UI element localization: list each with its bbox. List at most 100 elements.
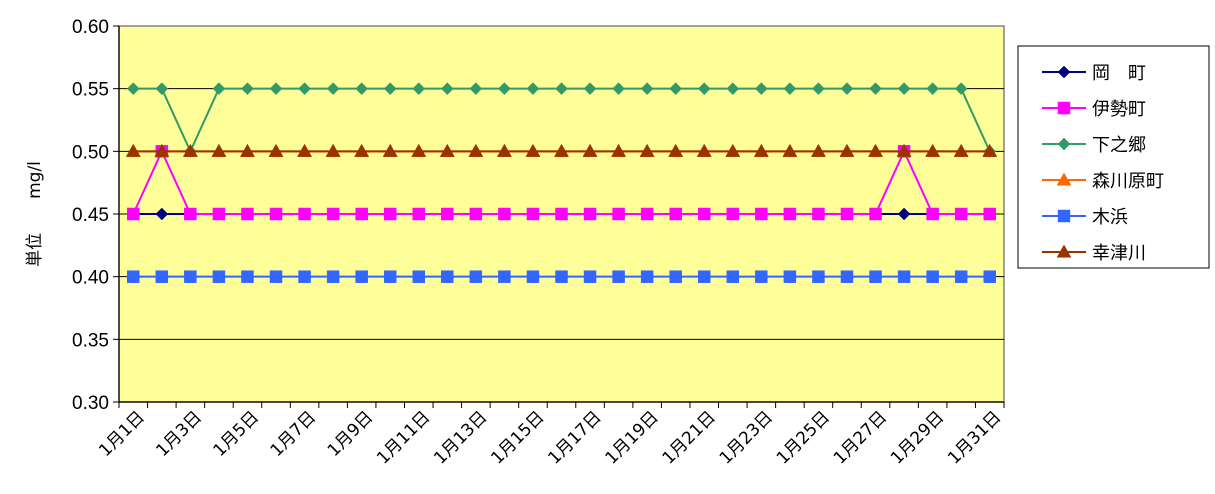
data-point [382, 143, 398, 157]
data-point [469, 207, 483, 221]
data-point [669, 270, 682, 283]
data-point [526, 82, 540, 96]
data-point [982, 143, 998, 157]
legend-box [1017, 45, 1210, 269]
data-point [583, 207, 597, 221]
data-point [812, 207, 825, 221]
data-point [639, 143, 655, 157]
data-point [555, 82, 568, 96]
data-point [697, 270, 711, 283]
y-tick-label: 0.50 [72, 142, 109, 163]
data-point [211, 143, 227, 157]
y-tick-label: 0.40 [72, 268, 109, 289]
data-point [953, 143, 969, 157]
data-point [355, 207, 368, 221]
data-point [869, 207, 882, 221]
y-tick-label: 0.55 [72, 80, 109, 101]
data-point [868, 143, 883, 157]
y-axis: 0.30 0.35 0.40 0.45 0.50 0.55 0.60 [72, 17, 120, 414]
data-point [412, 207, 426, 221]
data-point [926, 207, 939, 221]
data-point [441, 270, 454, 283]
data-point [441, 207, 454, 221]
data-point [241, 82, 254, 96]
data-point [811, 143, 826, 157]
data-point [669, 82, 683, 96]
legend-marker [1057, 137, 1071, 151]
legend-item: 木浜 [1042, 207, 1128, 228]
data-point [782, 143, 798, 157]
data-point [526, 207, 540, 221]
data-point [298, 207, 311, 221]
data-point [954, 270, 968, 283]
x-tick-label: 1月7日 [267, 407, 320, 460]
x-tick-label: 1月3日 [152, 407, 205, 460]
y-tick-label: 0.35 [72, 330, 109, 351]
data-point [812, 82, 825, 96]
data-point [184, 270, 197, 283]
data-point [127, 207, 140, 221]
data-point [268, 143, 284, 157]
data-point [555, 207, 568, 221]
series-2 [127, 145, 996, 221]
data-point [926, 270, 939, 283]
data-point [640, 207, 654, 221]
data-point [496, 143, 512, 157]
x-axis: 1月1日 1月3日 1月5日 1月7日 1月9日1月11日1月13日1月15日1月17日… [95, 401, 1005, 469]
legend-label: 森川原町 [1092, 171, 1164, 192]
legend-label: 幸津川 [1092, 243, 1146, 264]
data-point [925, 143, 941, 157]
data-point [498, 270, 511, 283]
data-point [154, 143, 170, 157]
data-point [125, 143, 141, 157]
legend-item: 伊勢町 [1042, 99, 1146, 120]
data-point [640, 270, 654, 283]
legend-marker [1057, 65, 1071, 79]
data-point [783, 207, 797, 221]
data-point [325, 143, 341, 157]
data-point [726, 207, 740, 221]
legend-item: 岡 町 [1042, 63, 1146, 84]
y-axis-title: 単位 mg/l [25, 161, 45, 267]
data-point [525, 143, 541, 157]
data-point [554, 143, 569, 157]
series-6 [125, 143, 998, 157]
x-tick-label: 1月19日 [602, 407, 663, 468]
data-point [753, 143, 769, 157]
data-point [697, 82, 711, 96]
data-point [212, 82, 226, 96]
y-tick-label: 0.30 [72, 393, 109, 414]
data-point [240, 143, 255, 157]
x-tick-label: 1月21日 [659, 407, 720, 468]
data-point [297, 143, 312, 157]
data-point [469, 270, 483, 283]
data-point [669, 207, 682, 221]
data-point [298, 82, 311, 96]
series-layer [125, 82, 998, 283]
legend-marker [1056, 244, 1072, 258]
data-point [383, 270, 397, 283]
legend-label: 伊勢町 [1092, 99, 1146, 120]
data-point [840, 207, 854, 221]
data-point [383, 82, 397, 96]
data-point [355, 82, 369, 96]
data-point [954, 207, 968, 221]
data-point [468, 143, 484, 157]
data-point [583, 82, 597, 96]
x-tick-label: 1月23日 [716, 407, 777, 468]
x-tick-label: 1月17日 [544, 407, 605, 468]
data-point [155, 82, 169, 96]
data-point [126, 82, 140, 96]
data-point [725, 143, 741, 157]
data-point [755, 270, 768, 283]
data-point [640, 82, 654, 96]
data-point [869, 82, 882, 96]
data-point [612, 270, 625, 283]
data-point [298, 270, 311, 283]
data-point [983, 207, 996, 221]
data-point [697, 207, 711, 221]
data-point [498, 82, 511, 96]
data-point [897, 270, 911, 283]
legend-label: 下之郷 [1092, 135, 1146, 156]
